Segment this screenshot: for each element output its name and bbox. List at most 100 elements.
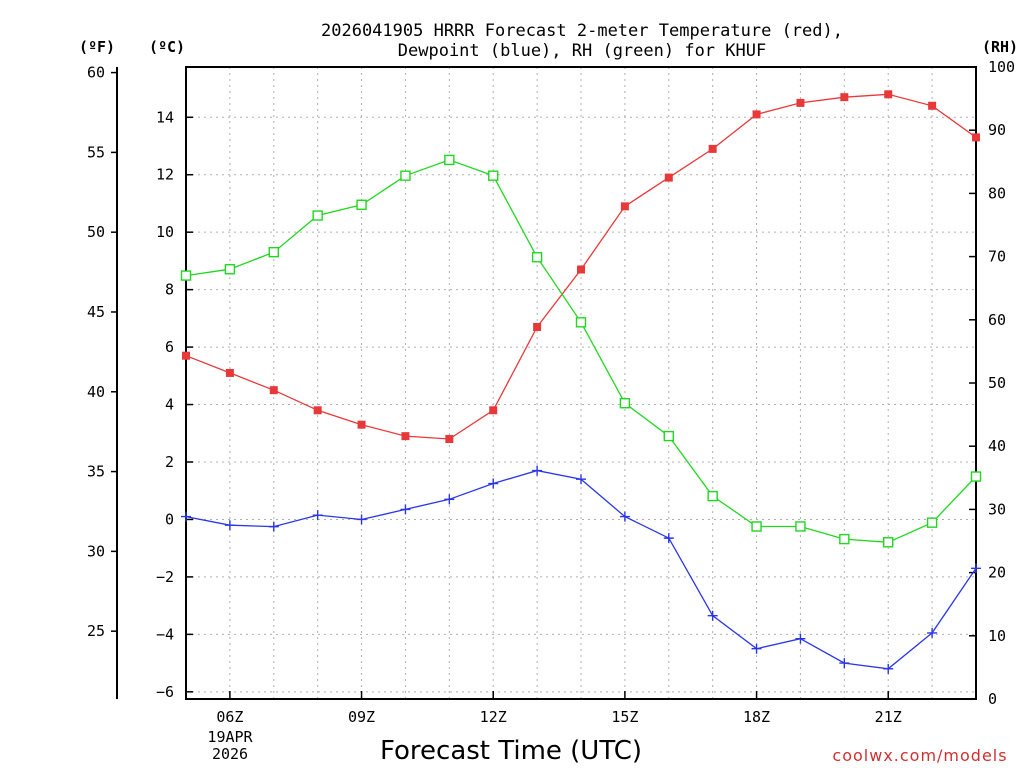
- rh-tick-label: 90: [988, 121, 1006, 139]
- x-tick-label: 15Z: [611, 708, 638, 726]
- dewpoint-point: [312, 510, 323, 521]
- dewpoint-point: [576, 474, 586, 485]
- dewpoint-point: [839, 658, 850, 669]
- celsius-tick-label: 4: [165, 396, 174, 414]
- dewpoint-series: [181, 465, 981, 674]
- x-tick-label: 21Z: [875, 708, 902, 726]
- dewpoint-point: [795, 633, 806, 644]
- rh-point: [883, 537, 894, 548]
- rh-point: [180, 270, 192, 281]
- chart-title-line1: 2026041905 HRRR Forecast 2-meter Tempera…: [321, 21, 843, 41]
- temperature-point: [489, 406, 498, 415]
- dewpoint-point: [883, 663, 894, 674]
- temperature-point: [884, 90, 893, 99]
- fahrenheit-unit-label: (ºF): [79, 38, 115, 56]
- data-series: [180, 90, 982, 674]
- rh-point: [751, 521, 762, 532]
- temperature-point: [972, 133, 980, 142]
- dewpoint-point: [619, 511, 630, 522]
- rh-tick-label: 60: [988, 311, 1006, 329]
- celsius-tick-label: 14: [156, 108, 174, 126]
- fahrenheit-tick-label: 60: [87, 64, 105, 82]
- x-tick-label: 18Z: [743, 708, 770, 726]
- rh-tick-label: 50: [988, 374, 1006, 392]
- rh-point: [619, 398, 631, 409]
- temperature-point: [928, 101, 937, 110]
- dewpoint-point: [181, 511, 191, 522]
- rh-point: [356, 199, 367, 210]
- celsius-tick-label: 8: [165, 281, 174, 299]
- celsius-tick-label: 12: [156, 166, 174, 184]
- temperature-point: [313, 406, 322, 415]
- temperature-point: [840, 93, 849, 102]
- x-tick-label: 09Z: [348, 708, 375, 726]
- dewpoint-point: [444, 494, 455, 505]
- fahrenheit-tick-label: 25: [87, 622, 105, 640]
- temperature-point: [664, 173, 673, 182]
- celsius-tick-label: −4: [156, 625, 174, 643]
- temperature-point: [269, 386, 278, 395]
- temperature-point: [708, 144, 717, 153]
- celsius-unit-label: (ºC): [149, 38, 185, 56]
- dewpoint-point: [751, 643, 762, 654]
- rh-point: [444, 154, 455, 166]
- fahrenheit-tick-label: 35: [87, 463, 105, 481]
- rh-point: [839, 533, 850, 545]
- rh-point: [312, 210, 323, 221]
- x-tick-label: 06Z: [216, 708, 243, 726]
- rh-tick-label: 80: [988, 184, 1006, 202]
- fahrenheit-tick-label: 45: [87, 303, 105, 321]
- temperature-point: [577, 265, 585, 274]
- tick-labels: −6 −4 −2 0 2 4 6 8 10 12 14 25 30 35 40 45 50 55 60 0 10 20 30…: [87, 58, 1015, 726]
- dewpoint-point: [224, 520, 235, 531]
- fahrenheit-tick-label: 40: [87, 383, 105, 401]
- celsius-tick-label: 0: [165, 510, 174, 528]
- temperature-point: [796, 98, 805, 107]
- temperature-point: [533, 322, 542, 331]
- axes: [111, 66, 977, 700]
- x-axis-title: Forecast Time (UTC): [380, 736, 642, 766]
- dewpoint-point: [356, 514, 367, 525]
- temperature-series: [182, 90, 980, 444]
- date-label-year: 2026: [212, 745, 248, 763]
- rh-point: [224, 264, 236, 275]
- rh-tick-label: 30: [988, 500, 1006, 518]
- dewpoint-point: [488, 478, 499, 489]
- dewpoint-point: [707, 610, 718, 621]
- temperature-point: [182, 351, 190, 360]
- rh-tick-label: 10: [988, 627, 1006, 645]
- celsius-tick-label: 10: [156, 223, 174, 241]
- rh-point: [707, 490, 718, 502]
- temperature-point: [620, 202, 629, 211]
- dewpoint-point: [532, 465, 543, 476]
- temperature-point: [357, 420, 366, 429]
- fahrenheit-tick-label: 30: [87, 542, 105, 560]
- dewpoint-point: [971, 563, 981, 574]
- rh-tick-label: 70: [988, 248, 1006, 266]
- rh-series: [180, 154, 982, 548]
- rh-point: [268, 246, 279, 258]
- rh-point: [926, 517, 938, 528]
- grid-lines: [186, 67, 976, 699]
- fahrenheit-tick-label: 55: [87, 143, 105, 161]
- dewpoint-point: [400, 504, 411, 515]
- rh-unit-label: (RH): [982, 38, 1018, 56]
- fahrenheit-tick-label: 50: [87, 223, 105, 241]
- rh-tick-label: 100: [988, 58, 1015, 76]
- rh-point: [488, 170, 499, 181]
- rh-tick-label: 40: [988, 437, 1006, 455]
- date-label-day: 19APR: [207, 728, 253, 746]
- chart-title-line2: Dewpoint (blue), RH (green) for KHUF: [398, 41, 766, 61]
- celsius-tick-label: −6: [156, 683, 174, 701]
- rh-point: [531, 252, 543, 263]
- rh-point: [663, 430, 674, 442]
- dewpoint-point: [663, 533, 674, 544]
- dewpoint-point: [268, 521, 279, 532]
- rh-point: [795, 521, 806, 532]
- temperature-point: [225, 368, 234, 377]
- temperature-point: [401, 432, 410, 441]
- watermark-text[interactable]: coolwx.com/models: [832, 746, 1007, 765]
- x-tick-label: 12Z: [480, 708, 507, 726]
- rh-tick-label: 0: [988, 690, 997, 708]
